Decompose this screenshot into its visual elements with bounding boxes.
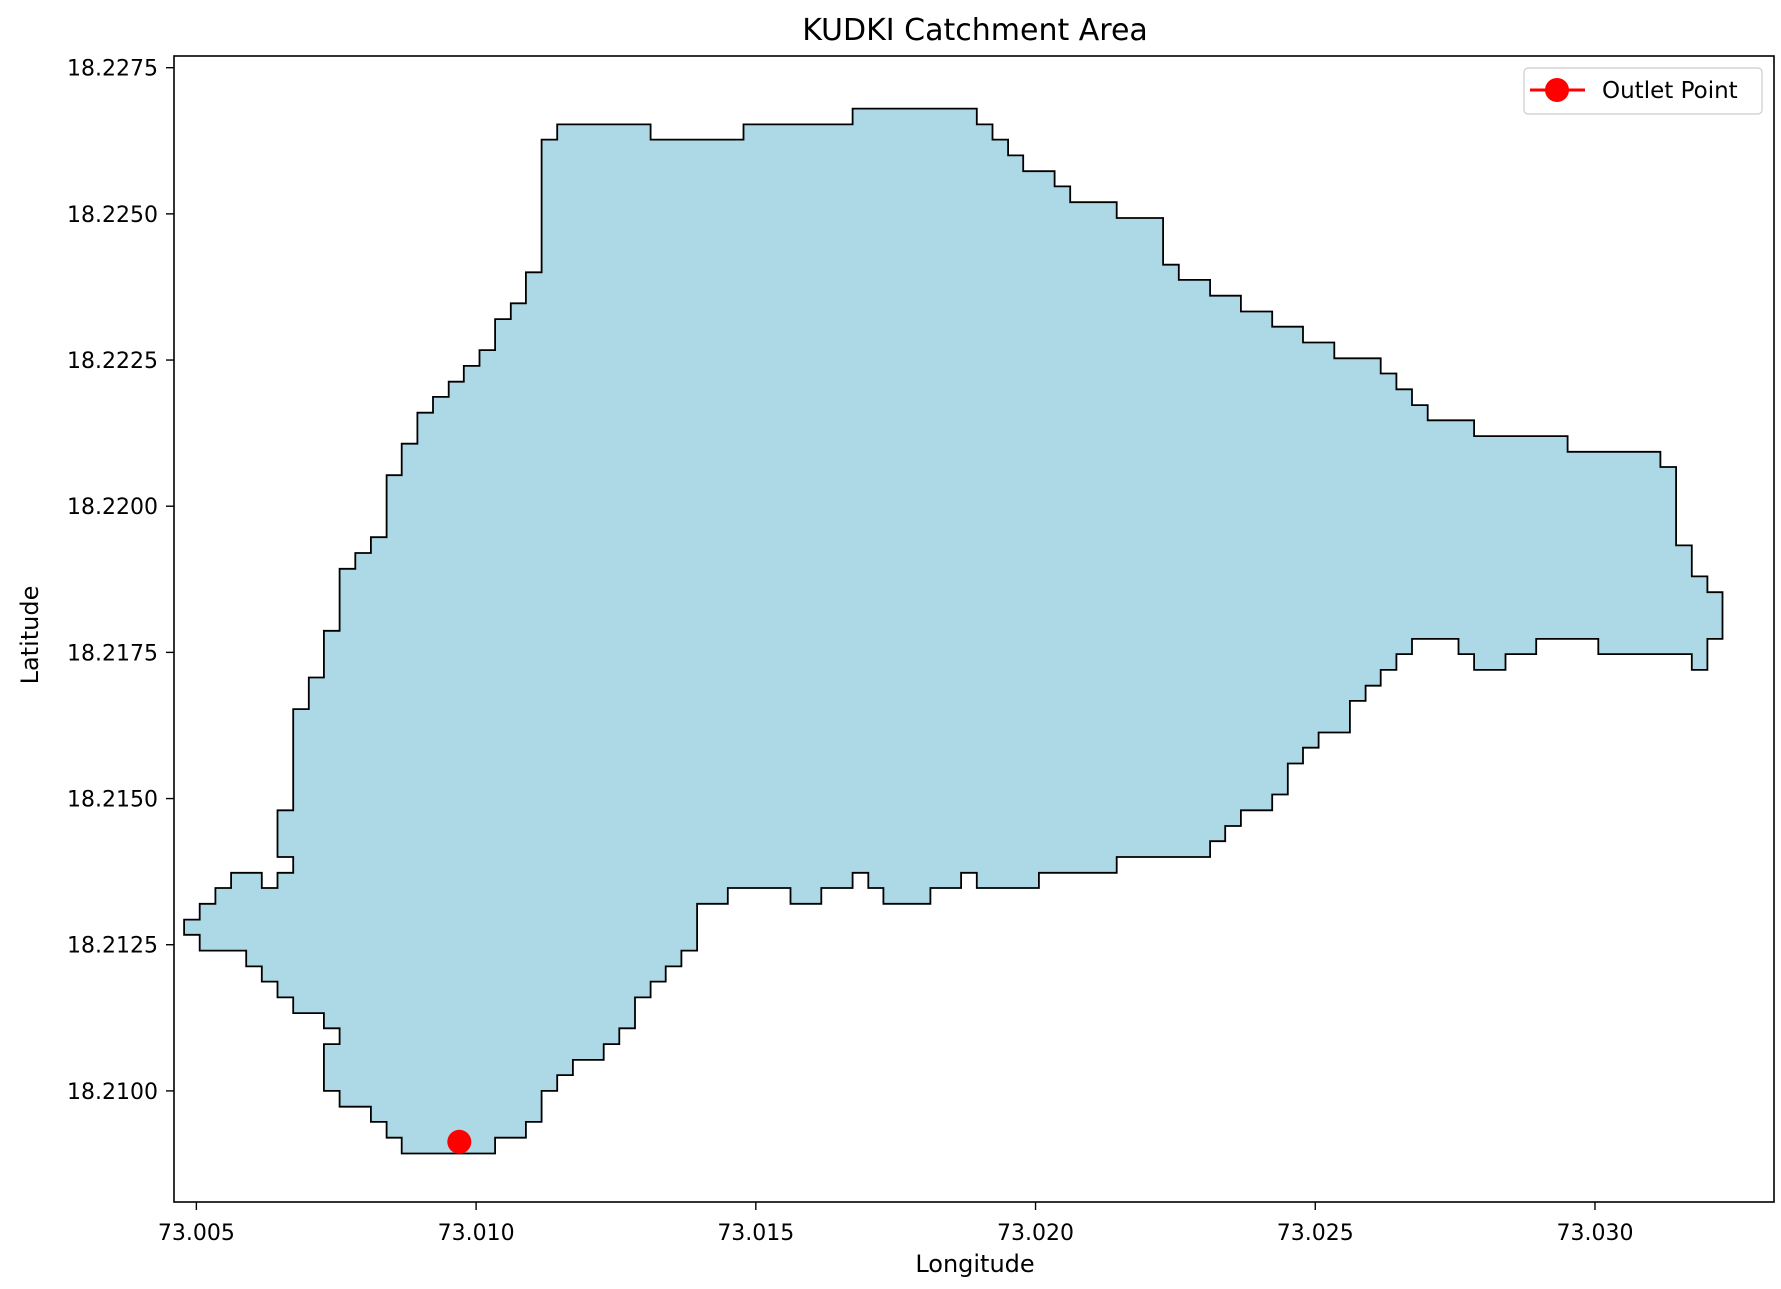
legend: Outlet Point bbox=[1523, 67, 1763, 115]
x-tick-label: 73.015 bbox=[717, 1221, 794, 1246]
plot-frame bbox=[173, 55, 1775, 1203]
y-tick-label: 18.2225 bbox=[67, 349, 158, 374]
y-tick-label: 18.2100 bbox=[67, 1080, 158, 1105]
plot-layer bbox=[183, 107, 1724, 1155]
x-tick-label: 73.010 bbox=[438, 1221, 515, 1246]
x-tick-label: 73.025 bbox=[1277, 1221, 1354, 1246]
x-tick-label: 73.005 bbox=[158, 1221, 235, 1246]
outlet-point-marker bbox=[447, 1129, 472, 1154]
y-axis-ticks: 18.2100 18.2125 18.2150 18.2175 18.2200 18.22… bbox=[67, 57, 174, 1105]
x-axis-label: Longitude bbox=[915, 1250, 1034, 1278]
y-tick-label: 18.2250 bbox=[67, 203, 158, 228]
y-tick-label: 18.2125 bbox=[67, 934, 158, 959]
y-tick-label: 18.2275 bbox=[67, 57, 158, 82]
x-tick-label: 73.030 bbox=[1556, 1221, 1633, 1246]
legend-outlet-label: Outlet Point bbox=[1602, 78, 1738, 104]
x-axis-ticks: 73.005 73.010 73.015 73.020 73.025 73.030 bbox=[158, 1202, 1633, 1246]
y-axis-label: Latitude bbox=[16, 586, 44, 685]
x-tick-label: 73.020 bbox=[997, 1221, 1074, 1246]
y-tick-label: 18.2200 bbox=[67, 495, 158, 520]
chart-title: KUDKI Catchment Area bbox=[802, 13, 1148, 48]
y-tick-label: 18.2150 bbox=[67, 788, 158, 813]
y-tick-label: 18.2175 bbox=[67, 641, 158, 666]
legend-outlet-marker bbox=[1545, 78, 1569, 102]
legend-box bbox=[1523, 67, 1763, 115]
catchment-polygon bbox=[183, 107, 1724, 1155]
